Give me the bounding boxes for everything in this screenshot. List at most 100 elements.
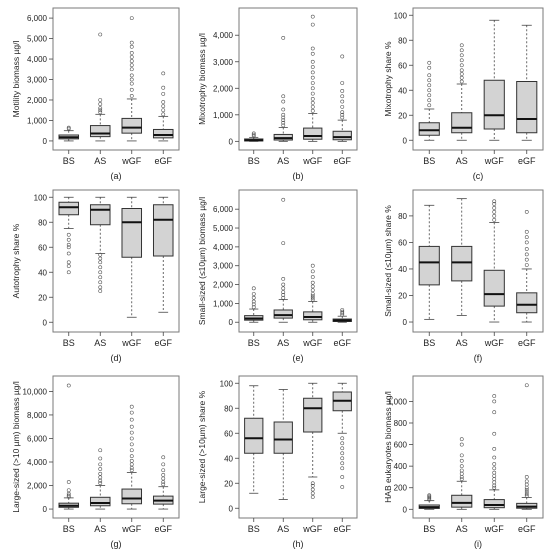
iqr-box: [152, 128, 174, 139]
y-tick-label: 0: [403, 505, 408, 514]
x-tick-label: eGF: [154, 338, 172, 348]
box-wgf: [483, 199, 505, 323]
chart-panel: 0 20 40 60 80 Small-sized (≤10µm) share % BS AS…: [383, 189, 544, 363]
outlier-point: [310, 86, 315, 91]
iqr-box: [273, 309, 293, 319]
outlier-point: [98, 462, 103, 467]
outlier-point: [98, 289, 103, 293]
outlier-point: [427, 88, 432, 93]
outlier-point: [161, 108, 166, 113]
outlier-point: [281, 120, 286, 125]
outlier-point: [66, 488, 71, 493]
outlier-point: [310, 275, 315, 279]
outlier-point: [459, 437, 464, 442]
iqr-box: [516, 292, 538, 314]
outlier-point: [161, 476, 166, 481]
outlier-point: [340, 309, 345, 314]
outlier-point: [310, 91, 315, 96]
outlier-point: [281, 118, 286, 123]
outlier-point: [492, 455, 497, 460]
outlier-point: [340, 441, 345, 446]
chart-panel: 0 20 40 60 80 100 Large-sized (>10µm) share % B…: [197, 375, 358, 549]
outlier-point: [340, 94, 345, 99]
outlier-point: [459, 68, 464, 73]
outlier-point: [251, 299, 256, 304]
y-tick-label: 0: [403, 136, 408, 145]
x-tick-label: eGF: [333, 524, 351, 534]
outlier-point: [98, 102, 103, 106]
y-tick-label: 1,000: [27, 116, 48, 125]
outlier-point: [427, 93, 432, 98]
outlier-point: [492, 199, 497, 204]
outlier-point: [66, 270, 71, 275]
iqr-box: [303, 397, 323, 433]
outlier-point: [310, 481, 315, 486]
box-wgf: [483, 394, 505, 510]
y-tick-label: 200: [394, 484, 408, 493]
outlier-point: [66, 232, 71, 237]
outlier-point: [66, 480, 71, 484]
x-tick-label: BS: [63, 524, 75, 534]
outlier-point: [492, 410, 497, 415]
outlier-point: [129, 63, 134, 68]
outlier-point: [129, 465, 134, 470]
panel-letter: (c): [473, 171, 484, 181]
outlier-point: [66, 125, 71, 130]
outlier-point: [427, 73, 432, 78]
outlier-point: [310, 269, 315, 274]
outlier-point: [129, 454, 134, 459]
outlier-point: [129, 16, 134, 20]
outlier-point: [281, 123, 286, 128]
outlier-point: [66, 242, 71, 247]
box-bs: [418, 493, 440, 510]
box-wgf: [303, 382, 323, 499]
box-bs: [244, 286, 264, 323]
outlier-point: [492, 217, 497, 222]
outlier-point: [281, 293, 286, 297]
x-tick-label: AS: [94, 156, 106, 166]
y-tick-label: 600: [394, 441, 408, 450]
outlier-point: [492, 202, 497, 206]
outlier-point: [524, 210, 529, 214]
box-bs: [418, 204, 440, 320]
chart-panel: 0 20 40 60 80 100 Mixotrophy share % BS AS wGF eGF…: [383, 7, 544, 181]
outlier-point: [310, 14, 315, 19]
y-axis-label: Small-sized (≤10µm) share %: [383, 205, 393, 317]
outlier-point: [98, 285, 103, 290]
outlier-point: [524, 492, 529, 497]
iqr-box: [89, 204, 111, 226]
outlier-point: [98, 108, 103, 113]
box-bs: [58, 196, 80, 275]
x-tick-label: eGF: [518, 156, 536, 166]
box-bs: [58, 383, 80, 510]
y-tick-label: 6,000: [27, 434, 48, 443]
outlier-point: [524, 257, 529, 262]
plot-frame: [412, 375, 544, 519]
iqr-box: [152, 204, 174, 257]
outlier-point: [161, 71, 166, 76]
chart-panel: 0 1,000 2,000 3,000 4,000 5,000 6,000 Motility …: [11, 7, 180, 181]
outlier-point: [459, 477, 464, 481]
y-tick-label: 100: [394, 11, 408, 20]
box-wgf: [121, 404, 143, 510]
outlier-point: [129, 442, 134, 447]
box-egf: [152, 71, 174, 142]
box-egf: [516, 24, 538, 141]
outlier-point: [161, 468, 166, 473]
x-tick-label: eGF: [333, 338, 351, 348]
iqr-box: [121, 208, 143, 258]
outlier-point: [129, 55, 134, 59]
outlier-point: [427, 103, 432, 108]
outlier-point: [492, 210, 497, 214]
outlier-point: [340, 466, 345, 471]
y-tick-label: 20: [38, 293, 47, 302]
x-tick-label: BS: [248, 156, 260, 166]
outlier-point: [427, 493, 432, 498]
outlier-point: [310, 70, 315, 75]
plot-frame: [52, 7, 180, 151]
outlier-point: [492, 399, 497, 404]
outlier-point: [66, 383, 71, 388]
box-egf: [332, 308, 352, 323]
outlier-point: [310, 100, 315, 105]
